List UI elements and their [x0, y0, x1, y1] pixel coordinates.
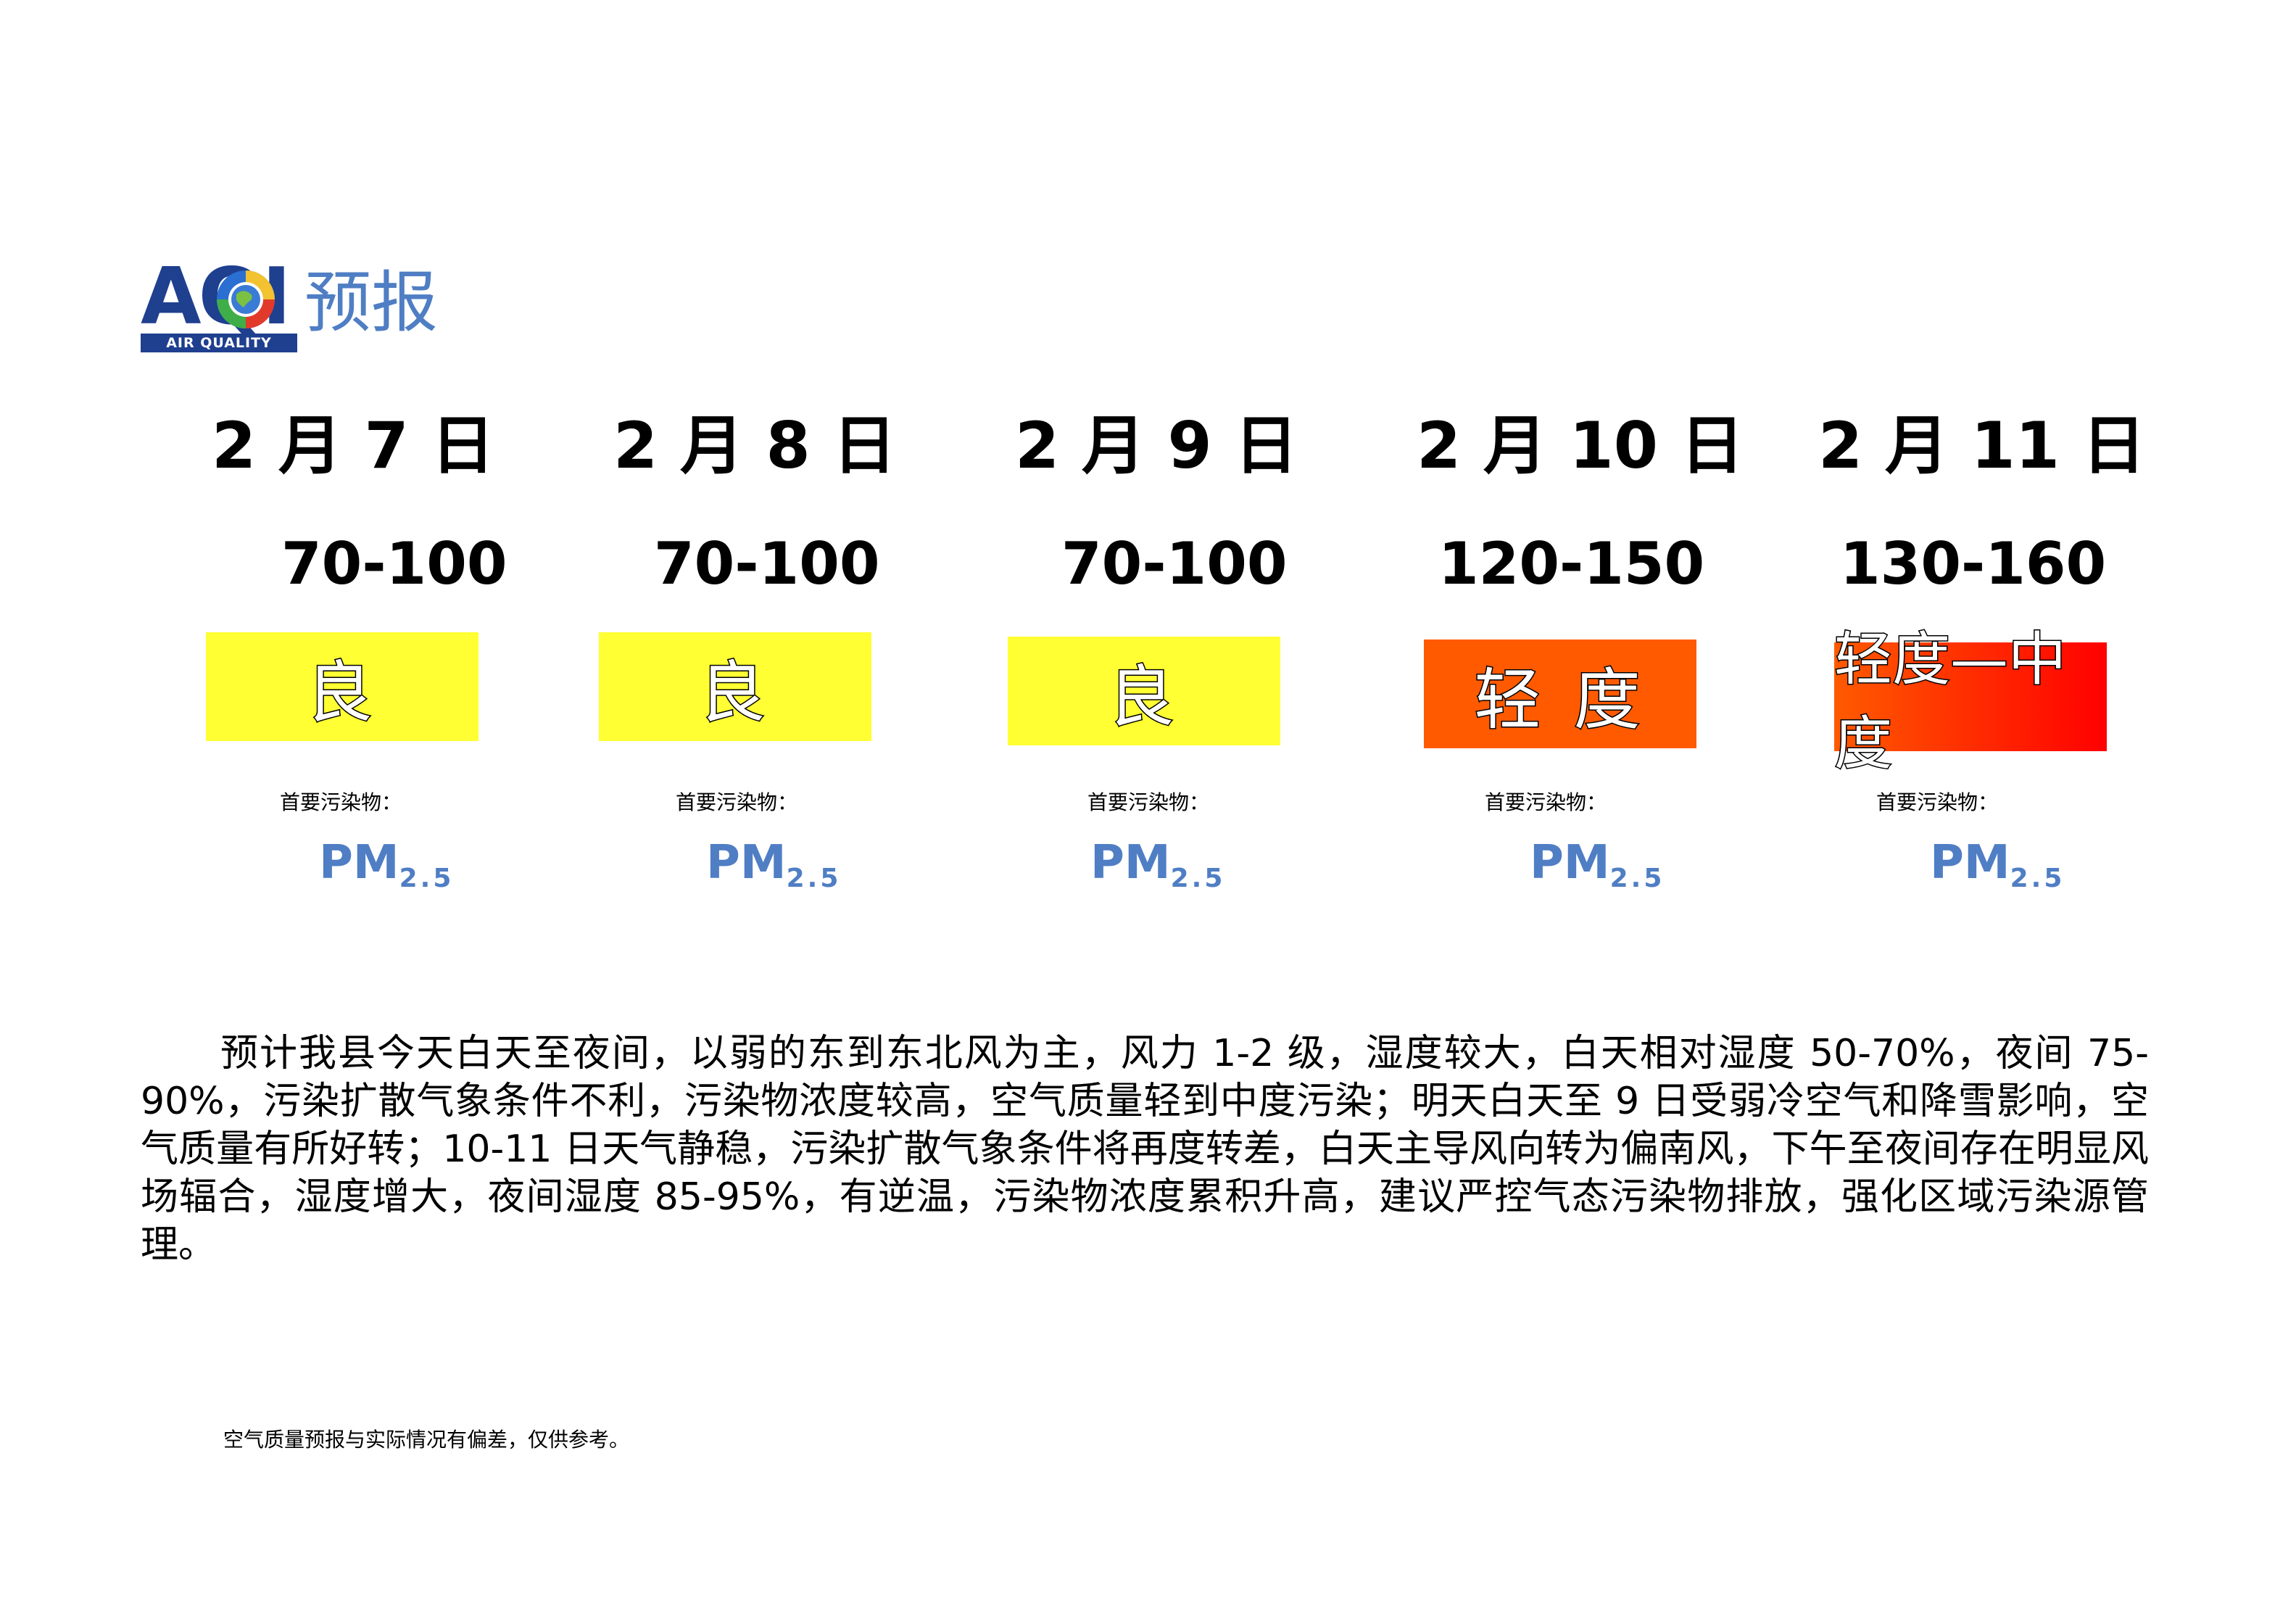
aqi-level-badge: 轻 度 [1424, 640, 1696, 748]
aqi-range: 120-150 [1438, 530, 1705, 597]
aqi-range: 130-160 [1840, 530, 2107, 597]
aqi-range: 70-100 [1061, 530, 1288, 597]
forecast-date: 2 月 7 日 [212, 408, 495, 483]
forecast-date: 2 月 11 日 [1818, 408, 2146, 483]
aqi-level-badge: 良 [1008, 637, 1280, 745]
primary-pollutant-label: 首要污染物： [1087, 790, 1210, 814]
primary-pollutant-label: 首要污染物： [676, 790, 798, 814]
primary-pollutant: PM2.5 [1090, 836, 1226, 893]
aqi-logo: AQI AIR QUALITY INDEX 预报 [141, 258, 445, 370]
primary-pollutant: PM2.5 [1530, 836, 1665, 893]
logo-subtitle: AIR QUALITY INDEX [141, 334, 297, 370]
primary-pollutant-label: 首要污染物： [280, 790, 402, 814]
aqi-level-badge: 良 [206, 632, 478, 741]
primary-pollutant: PM2.5 [706, 836, 842, 893]
primary-pollutant: PM2.5 [1930, 836, 2065, 893]
forecast-date: 2 月 8 日 [613, 408, 897, 483]
forecast-date: 2 月 9 日 [1015, 408, 1298, 483]
primary-pollutant-label: 首要污染物： [1485, 790, 1607, 814]
globe-icon [217, 270, 275, 328]
logo-suffix: 预报 [304, 264, 439, 342]
disclaimer: 空气质量预报与实际情况有偏差，仅供参考。 [223, 1428, 630, 1452]
forecast-description: 预计我县今天白天至夜间，以弱的东到东北风为主，风力 1-2 级，湿度较大，白天相… [141, 1032, 2149, 1267]
primary-pollutant-label: 首要污染物： [1876, 790, 1999, 814]
forecast-date: 2 月 10 日 [1417, 408, 1744, 483]
aqi-range: 70-100 [281, 530, 507, 597]
primary-pollutant: PM2.5 [319, 836, 455, 893]
aqi-level-badge: 良 [599, 632, 871, 741]
aqi-range: 70-100 [654, 530, 880, 597]
aqi-level-badge: 轻度—中度 [1833, 625, 2107, 779]
